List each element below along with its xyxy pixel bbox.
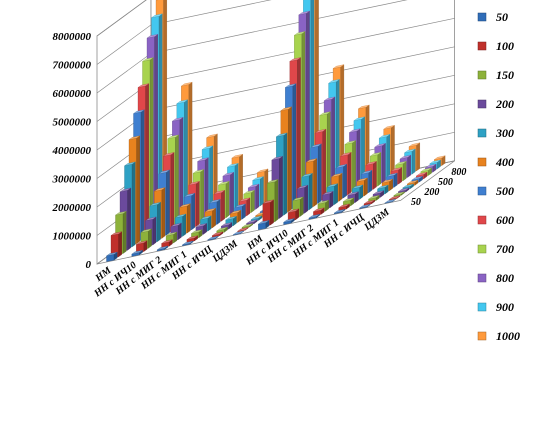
legend-label: 50	[496, 10, 508, 24]
legend-swatch	[478, 303, 486, 311]
legend-swatch	[478, 332, 486, 340]
x-tick-label: ЦДЗМ	[362, 206, 393, 234]
legend-entry: 900	[478, 300, 514, 314]
legend-swatch	[478, 274, 486, 282]
depth-tick-label: 200	[423, 187, 439, 198]
legend-label: 400	[495, 155, 514, 169]
legend-entry: 1000	[478, 329, 520, 343]
legend-label: 600	[496, 213, 514, 227]
legend-label: 300	[495, 126, 514, 140]
legend-swatch	[478, 187, 486, 195]
y-tick-label: 6000000	[53, 88, 92, 100]
y-tick-label: 7000000	[53, 60, 92, 72]
y-tick-label: 2000000	[52, 202, 92, 214]
y-tick-label: 8000000	[53, 31, 92, 43]
depth-tick-label: 50	[411, 197, 421, 208]
legend-label: 150	[496, 68, 514, 82]
legend-label: 100	[496, 39, 514, 53]
legend-swatch	[478, 245, 486, 253]
y-tick-label: 1000000	[53, 231, 92, 243]
legend-entry: 300	[478, 126, 514, 140]
legend-label: 500	[496, 184, 514, 198]
legend-entry: 150	[478, 68, 514, 82]
legend-entry: 50	[478, 10, 508, 24]
y-tick-label: 4000000	[52, 145, 92, 157]
legend-label: 200	[495, 97, 514, 111]
legend-entry: 500	[478, 184, 514, 198]
depth-tick-label: 500	[438, 177, 453, 188]
legend-label: 700	[496, 242, 514, 256]
legend-label: 800	[496, 271, 514, 285]
legend-swatch	[478, 129, 486, 137]
y-tick-label: 5000000	[53, 117, 92, 129]
y-tick-label: 3000000	[52, 174, 92, 186]
legend-swatch	[478, 158, 486, 166]
legend-entry: 600	[478, 213, 514, 227]
y-tick-label: 0	[86, 259, 92, 271]
legend: 50 100 150 200 300 400 500 600 700 800 900 1000	[478, 10, 520, 343]
x-tick-label: ЦДЗМ	[210, 238, 241, 266]
legend-entry: 400	[478, 155, 514, 169]
legend-swatch	[478, 42, 486, 50]
legend-swatch	[478, 100, 486, 108]
depth-tick-label: 800	[451, 167, 466, 178]
legend-label: 1000	[496, 329, 520, 343]
legend-entry: 100	[478, 39, 514, 53]
legend-entry: 800	[478, 271, 514, 285]
legend-entry: 700	[478, 242, 514, 256]
legend-swatch	[478, 216, 486, 224]
legend-label: 900	[496, 300, 514, 314]
legend-swatch	[478, 71, 486, 79]
legend-swatch	[478, 13, 486, 21]
legend-entry: 200	[478, 97, 514, 111]
